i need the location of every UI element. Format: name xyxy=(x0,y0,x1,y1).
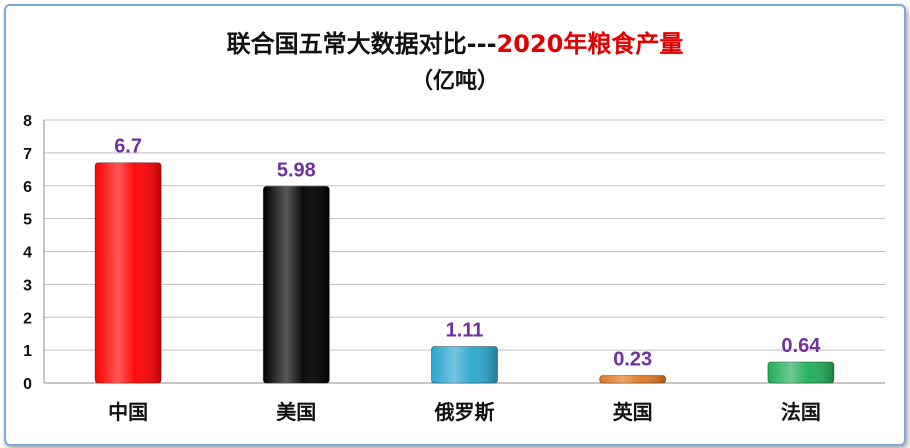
y-tick-label: 8 xyxy=(23,113,32,130)
chart-title: 联合国五常大数据对比---2020年粮食产量 xyxy=(227,30,684,58)
bar xyxy=(431,346,498,384)
y-tick-label: 4 xyxy=(23,245,32,262)
bar xyxy=(767,361,835,384)
y-tick-label: 2 xyxy=(23,310,32,327)
bar xyxy=(94,162,162,384)
x-tick-label: 法国 xyxy=(781,400,821,424)
y-tick-label: 5 xyxy=(23,212,32,229)
data-label: 0.23 xyxy=(613,348,652,370)
chart-title-main: 联合国五常大数据对比--- xyxy=(227,30,497,58)
x-tick-label: 中国 xyxy=(108,400,148,424)
x-tick-label: 英国 xyxy=(613,400,653,424)
y-tick-label: 7 xyxy=(23,146,32,163)
y-tick-label: 0 xyxy=(23,376,32,393)
bar-shine xyxy=(767,361,834,383)
gridlines xyxy=(44,119,885,384)
data-labels: 6.7 5.98 1.11 0.23 0.64 xyxy=(114,136,821,371)
bar xyxy=(599,374,667,384)
bar-shine xyxy=(431,346,498,383)
y-axis: 0 1 2 3 4 5 6 7 8 xyxy=(23,113,45,393)
bar-shine xyxy=(95,162,162,383)
y-tick-label: 1 xyxy=(23,343,32,360)
chart-title-highlight: 2020年粮食产量 xyxy=(497,30,684,58)
y-tick-label: 6 xyxy=(23,179,32,196)
bar xyxy=(262,185,330,384)
data-label: 5.98 xyxy=(277,159,316,181)
data-label: 0.64 xyxy=(781,335,821,357)
x-tick-label: 俄罗斯 xyxy=(434,400,495,424)
y-tick-label: 3 xyxy=(23,277,32,294)
x-tick-label: 美国 xyxy=(276,400,316,424)
chart-subtitle: （亿吨） xyxy=(411,69,499,94)
bars xyxy=(94,162,835,384)
data-label: 6.7 xyxy=(114,136,142,158)
x-axis: 中国 美国 俄罗斯 英国 法国 xyxy=(108,400,821,424)
bar-shine xyxy=(263,186,330,383)
data-label: 1.11 xyxy=(446,320,484,342)
bar-shine xyxy=(599,375,666,383)
